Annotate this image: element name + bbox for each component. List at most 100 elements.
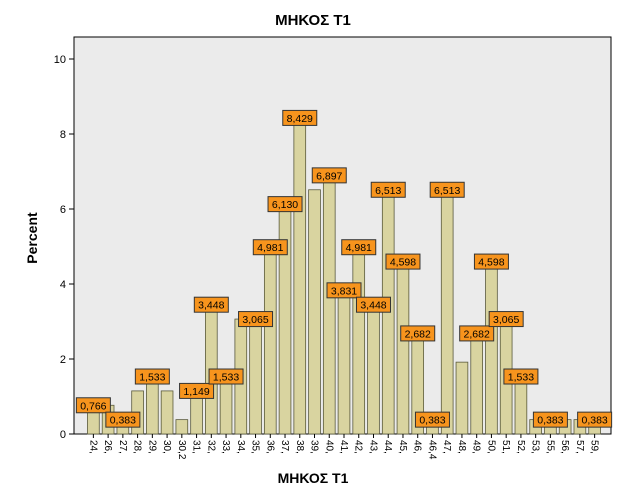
data-label: 1,533: [503, 368, 539, 385]
x-tick-label: 30,: [161, 440, 172, 454]
data-labels: 0,766 0,383 1,533 1,149 3,448 1,533 3,065 4,981…: [75, 109, 613, 428]
x-tick-label: 39,: [309, 440, 320, 454]
bar: [337, 289, 351, 435]
data-label: 3,448: [193, 296, 229, 313]
data-label-box: [400, 325, 436, 342]
x-tick-label: 56,: [559, 440, 570, 454]
data-label-box: [193, 296, 229, 313]
x-tick-label: 52,: [515, 440, 526, 454]
data-label-text: 8,429: [287, 113, 313, 125]
data-label: 4,598: [385, 253, 421, 270]
x-tick-label: 44,: [382, 440, 393, 454]
data-label-box: [75, 397, 111, 414]
data-label: 2,682: [400, 325, 436, 342]
bar: [322, 174, 336, 435]
y-tick-label: 4: [60, 279, 66, 291]
data-label-box: [311, 167, 347, 184]
y-tick-label: 6: [60, 204, 66, 216]
y-tick-label: 0: [60, 429, 66, 441]
data-label-box: [341, 239, 377, 256]
data-label: 6,513: [429, 181, 465, 198]
x-tick-label: 48,: [456, 440, 467, 454]
y-tick-label: 10: [54, 54, 66, 66]
x-tick-label: 28,: [132, 440, 143, 454]
data-label-text: 6,513: [434, 185, 460, 197]
y-axis: 0 2 4 6 8 10: [54, 54, 74, 441]
x-tick-label: 34,: [235, 440, 246, 454]
x-tick-label: 36,: [264, 440, 275, 454]
data-label: 4,598: [473, 253, 509, 270]
data-label-box: [208, 368, 244, 385]
data-label: 0,383: [105, 411, 141, 428]
bar: [293, 117, 307, 435]
x-tick-label: 59,: [589, 440, 600, 454]
bar: [485, 261, 498, 435]
data-label-box: [267, 196, 303, 213]
data-label-box: [385, 253, 421, 270]
x-tick-label: 29,: [146, 440, 157, 454]
bar: [278, 203, 292, 435]
data-label: 0,383: [577, 411, 613, 428]
data-label-text: 4,981: [257, 242, 283, 254]
x-axis: 24, 26, 27, 28, 29, 30, 30,2 31, 32, 33, 34, 35, 36,…: [87, 434, 600, 460]
data-label-text: 4,598: [390, 257, 416, 269]
data-label: 1,149: [179, 382, 215, 399]
data-label-text: 1,149: [183, 386, 209, 398]
data-label: 3,065: [488, 311, 524, 328]
x-tick-label: 51,: [500, 440, 511, 454]
x-tick-label: 26,: [102, 440, 113, 454]
x-tick-label: 41,: [338, 440, 349, 454]
data-label-box: [429, 181, 465, 198]
data-label: 3,831: [326, 282, 362, 299]
data-label-box: [577, 411, 613, 428]
data-label: 3,065: [238, 311, 274, 328]
bar: [514, 376, 528, 435]
data-label-box: [488, 311, 524, 328]
x-tick-label: 30,2: [176, 440, 187, 460]
x-tick-label: 40,: [323, 440, 334, 454]
data-label: 3,448: [355, 296, 391, 313]
data-label-text: 0,383: [581, 415, 607, 427]
x-tick-label: 45,: [397, 440, 408, 454]
data-label-box: [532, 411, 568, 428]
x-tick-label: 47,: [441, 440, 452, 454]
data-label: 6,130: [267, 196, 303, 213]
x-axis-title: ΜΗΚΟΣ Τ1: [277, 470, 349, 486]
data-label-text: 4,981: [346, 242, 372, 254]
y-tick-label: 2: [60, 354, 66, 366]
x-tick-label: 43,: [367, 440, 378, 454]
bar: [455, 361, 469, 435]
data-label-text: 3,448: [198, 300, 224, 312]
bar: [160, 390, 174, 435]
data-label-text: 2,682: [405, 328, 431, 340]
data-label-box: [238, 311, 274, 328]
data-label-text: 1,533: [508, 372, 534, 384]
data-label-box: [252, 239, 288, 256]
data-label: 1,533: [134, 368, 170, 385]
x-tick-label: 55,: [544, 440, 555, 454]
data-label-text: 3,831: [331, 285, 357, 297]
data-label-box: [282, 109, 318, 126]
bar: [263, 246, 277, 435]
data-label-text: 0,383: [419, 415, 445, 427]
x-tick-label: 53,: [530, 440, 541, 454]
x-tick-label: 35,: [250, 440, 261, 454]
x-tick-label: 33,: [220, 440, 231, 454]
data-label: 6,513: [370, 181, 406, 198]
x-tick-label: 32,: [205, 440, 216, 454]
data-label-text: 6,130: [272, 199, 298, 211]
x-tick-label: 42,: [353, 440, 364, 454]
data-label-box: [503, 368, 539, 385]
bar: [219, 376, 233, 435]
bar: [396, 261, 410, 435]
data-label-text: 4,598: [478, 257, 504, 269]
x-tick-label: 49,: [471, 440, 482, 454]
data-label-box: [105, 411, 141, 428]
bar: [175, 419, 189, 435]
data-label-text: 0,383: [110, 415, 136, 427]
data-label-box: [179, 382, 215, 399]
x-tick-label: 24,: [87, 440, 98, 454]
bar: [352, 246, 366, 435]
x-tick-label: 46,4: [426, 440, 437, 460]
